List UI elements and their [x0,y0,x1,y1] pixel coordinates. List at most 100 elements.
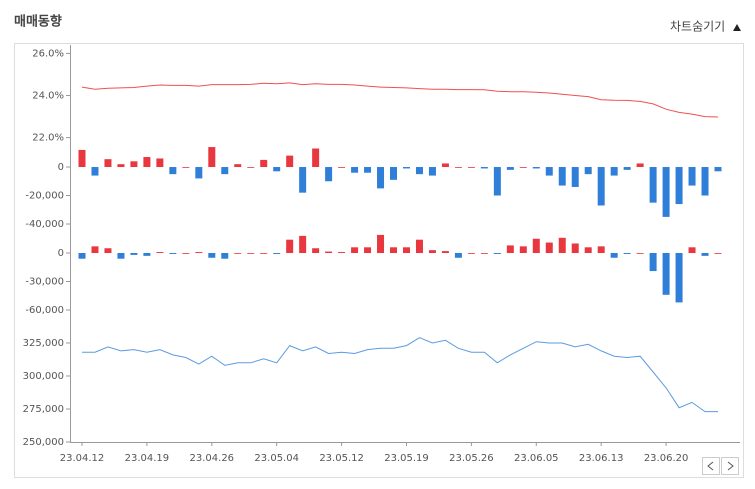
plot: 26.0% 24.0% 22.0% 0 -20,000 -40,000 0 -30,000 -6… [23,48,722,464]
bar [169,253,177,254]
bar [260,159,268,168]
bar [156,252,164,254]
bar [130,253,138,255]
bar [584,247,592,254]
y-tick-label: -20,000 [25,191,64,202]
bar [351,167,359,173]
bar [195,252,203,254]
bar [273,253,281,254]
prev-button[interactable] [702,457,720,475]
bar [415,167,423,175]
bar [597,246,605,254]
bar [649,253,657,272]
x-tick-label: 23.05.26 [449,453,494,464]
bar [338,252,346,254]
bar [208,253,216,258]
bar [571,167,579,187]
bar [506,167,514,170]
bar [415,239,423,254]
y-tick-label: 250,000 [23,437,64,448]
bar [675,167,683,205]
y-tick-label: 325,000 [23,338,64,349]
bar [467,167,475,168]
y-tick-label: 24.0% [32,91,64,102]
bar [143,253,151,256]
bar [558,167,566,186]
bar [234,164,242,168]
bar [208,147,216,168]
bar [493,253,501,254]
bar [390,167,398,180]
next-button[interactable] [721,457,739,475]
bar [545,242,553,254]
x-tick-label: 23.04.26 [190,453,235,464]
x-tick-label: 23.05.19 [384,453,429,464]
chart-frame [14,43,744,478]
bar [636,253,644,254]
bar [701,253,709,256]
bar [104,248,112,254]
next-icon[interactable] [727,461,734,471]
bar [377,234,385,254]
y-tick-label: 275,000 [23,404,64,415]
bar [441,251,449,254]
bar [714,253,722,254]
bar [299,235,307,254]
bar [325,251,333,254]
x-tick-label: 23.05.04 [254,453,299,464]
bar [195,167,203,179]
bar [312,248,320,254]
bar [597,167,605,206]
y-tick-label: 22.0% [32,133,64,144]
bar [558,237,566,254]
bar [286,239,294,254]
prev-icon[interactable] [707,461,714,471]
toggle-chart[interactable]: 차트숨기기 [670,20,725,34]
y-tick-label: -30,000 [25,277,64,288]
bar [428,250,436,254]
bar [493,167,501,196]
bar [649,167,657,203]
bar [532,167,540,169]
bar [325,167,333,182]
x-tick-label: 23.04.19 [125,453,170,464]
bar [182,253,190,254]
y-tick-label: 26.0% [32,48,64,59]
y-tick-label: 0 [58,248,64,259]
x-tick-label: 23.06.20 [644,453,689,464]
bar [441,163,449,168]
bar [338,167,346,168]
bar [454,167,462,168]
bar [454,253,462,258]
bar [117,164,125,168]
bar [623,167,631,170]
line-series [81,82,719,118]
bar [506,245,514,254]
x-tick-label: 23.04.12 [60,453,105,464]
bar [688,247,696,254]
bar [91,167,99,176]
bar [78,149,86,168]
bar [402,167,410,169]
bar [91,246,99,254]
bar [286,155,294,168]
bar [182,167,190,168]
x-tick-label: 23.05.12 [319,453,364,464]
bar [117,253,125,259]
bar [260,253,268,254]
bar [273,167,281,172]
x-tick-label: 23.06.05 [514,453,559,464]
bar [662,253,670,295]
bar [234,253,242,254]
bar [714,167,722,172]
bar [623,253,631,254]
bar [130,161,138,168]
bar [364,247,372,254]
bar [143,157,151,168]
bar [519,167,527,168]
line-series [82,337,718,413]
toggle-icon[interactable] [733,24,741,31]
bar [247,167,255,168]
y-tick-label: 300,000 [23,371,64,382]
bar [662,167,670,217]
